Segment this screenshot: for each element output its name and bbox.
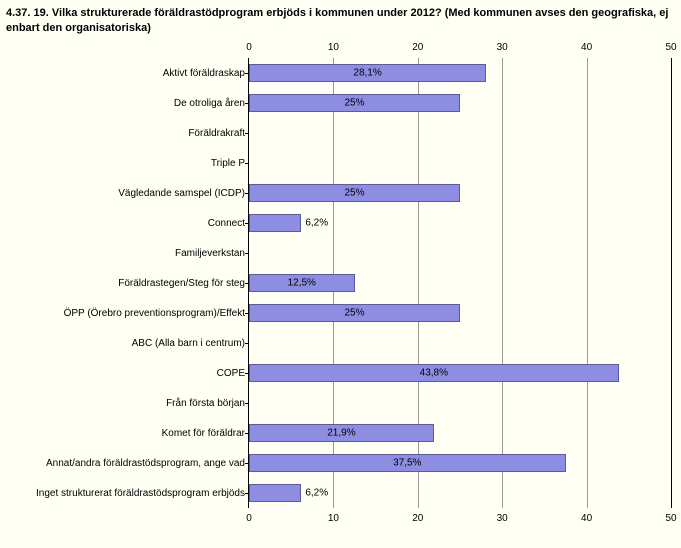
- category-label: Föräldrastegen/Steg för steg: [5, 278, 249, 289]
- category-label: Triple P: [5, 158, 249, 169]
- category-label: Aktivt föräldraskap: [5, 68, 249, 79]
- category-label: ÖPP (Örebro preventionsprogram)/Effekt: [5, 308, 249, 319]
- bar-row: Aktivt föräldraskap28,1%: [249, 58, 671, 88]
- category-label: Annat/andra föräldrastödsprogram, ange v…: [5, 458, 249, 469]
- axis-tick: 50: [665, 42, 676, 53]
- category-label: COPE: [5, 368, 249, 379]
- axis-tick: 10: [328, 513, 339, 524]
- value-label: 28,1%: [353, 68, 381, 79]
- bar-row: Komet för föräldrar21,9%: [249, 418, 671, 448]
- bar-row: Vägledande samspel (ICDP)25%: [249, 178, 671, 208]
- category-label: De otroliga åren: [5, 98, 249, 109]
- category-label: Inget strukturerat föräldrastödsprogram …: [5, 488, 249, 499]
- axis-tick: 30: [497, 42, 508, 53]
- chart-title: 4.37. 19. Vilka strukturerade föräldrast…: [6, 6, 675, 36]
- bar-row: COPE43,8%: [249, 358, 671, 388]
- bar-row: ABC (Alla barn i centrum): [249, 328, 671, 358]
- bar-row: ÖPP (Örebro preventionsprogram)/Effekt25…: [249, 298, 671, 328]
- category-tick: [245, 163, 249, 164]
- axis-tick: 50: [665, 513, 676, 524]
- category-tick: [245, 403, 249, 404]
- bar: [249, 484, 301, 502]
- bar-row: Connect6,2%: [249, 208, 671, 238]
- category-label: Familjeverkstan: [5, 248, 249, 259]
- axis-tick: 10: [328, 42, 339, 53]
- value-label: 25%: [344, 98, 364, 109]
- category-label: Från första början: [5, 398, 249, 409]
- axis-tick: 40: [581, 513, 592, 524]
- bar-row: Föräldrastegen/Steg för steg12,5%: [249, 268, 671, 298]
- value-label: 6,2%: [305, 218, 328, 229]
- bar-row: Inget strukturerat föräldrastödsprogram …: [249, 478, 671, 508]
- value-label: 21,9%: [327, 428, 355, 439]
- value-label: 12,5%: [288, 278, 316, 289]
- axis-tick: 20: [412, 513, 423, 524]
- category-label: Föräldrakraft: [5, 128, 249, 139]
- bar-row: Annat/andra föräldrastödsprogram, ange v…: [249, 448, 671, 478]
- bar-row: Från första början: [249, 388, 671, 418]
- category-tick: [245, 133, 249, 134]
- axis-tick: 0: [246, 42, 252, 53]
- bar-row: Triple P: [249, 148, 671, 178]
- axis-tick: 40: [581, 42, 592, 53]
- axis-tick: 0: [246, 513, 252, 524]
- chart-frame: 4.37. 19. Vilka strukturerade föräldrast…: [0, 0, 681, 548]
- category-label: Vägledande samspel (ICDP): [5, 188, 249, 199]
- axis-tick: 20: [412, 42, 423, 53]
- value-label: 43,8%: [420, 368, 448, 379]
- bar-row: De otroliga åren25%: [249, 88, 671, 118]
- category-tick: [245, 343, 249, 344]
- category-label: Komet för föräldrar: [5, 428, 249, 439]
- category-label: Connect: [5, 218, 249, 229]
- axis-tick: 30: [497, 513, 508, 524]
- bar-row: Familjeverkstan: [249, 238, 671, 268]
- plot-area: 0010102020303040405050Aktivt föräldraska…: [248, 58, 672, 508]
- value-label: 6,2%: [305, 488, 328, 499]
- category-label: ABC (Alla barn i centrum): [5, 338, 249, 349]
- bar: [249, 214, 301, 232]
- value-label: 25%: [344, 308, 364, 319]
- value-label: 25%: [344, 188, 364, 199]
- value-label: 37,5%: [393, 458, 421, 469]
- bar-row: Föräldrakraft: [249, 118, 671, 148]
- category-tick: [245, 253, 249, 254]
